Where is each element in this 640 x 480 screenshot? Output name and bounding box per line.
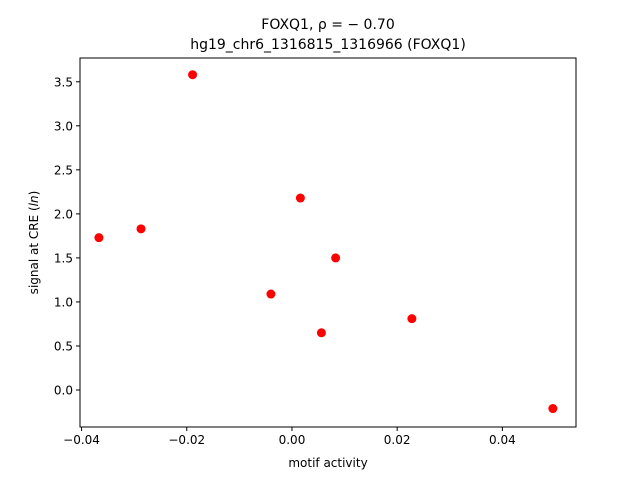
data-point [136,224,146,234]
y-tick-label: 2.5 [54,163,73,177]
y-axis-ticks: 0.0 0.5 1.0 1.5 2.0 2.5 3.0 3.5 [54,75,80,398]
chart-title-line-2: hg19_chr6_1316815_1316966 (FOXQ1) [190,37,466,53]
y-tick-label: 0.5 [54,339,73,353]
y-tick-label: 2.0 [54,207,73,221]
data-point [407,314,417,324]
x-tick-label: −0.04 [63,433,100,447]
y-axis-label-prefix: signal at CRE ( [27,206,41,294]
plot-frame [79,57,577,428]
data-point [94,233,104,243]
y-axis-label-suffix: ) [27,191,41,196]
data-point [331,253,341,263]
x-axis-ticks: −0.04 −0.02 0.00 0.02 0.04 [63,427,516,447]
y-axis-label-italic: ln [27,195,41,206]
data-point [548,404,558,414]
y-tick-label: 1.0 [54,295,73,309]
x-axis-label: motif activity [288,456,367,470]
y-tick-label: 0.0 [54,384,73,398]
y-tick-label: 3.0 [54,119,73,133]
data-point [188,70,198,80]
data-points [94,70,558,414]
data-point [316,328,326,338]
y-tick-label: 3.5 [54,75,73,89]
y-axis-label: signal at CRE (ln) [27,191,41,295]
chart-title-line-1: FOXQ1, ρ = − 0.70 [261,17,394,33]
x-tick-label: 0.00 [279,433,306,447]
x-tick-label: 0.04 [489,433,516,447]
x-tick-label: 0.02 [384,433,411,447]
y-tick-label: 1.5 [54,251,73,265]
data-point [266,289,276,299]
x-tick-label: −0.02 [168,433,205,447]
data-point [295,193,305,203]
